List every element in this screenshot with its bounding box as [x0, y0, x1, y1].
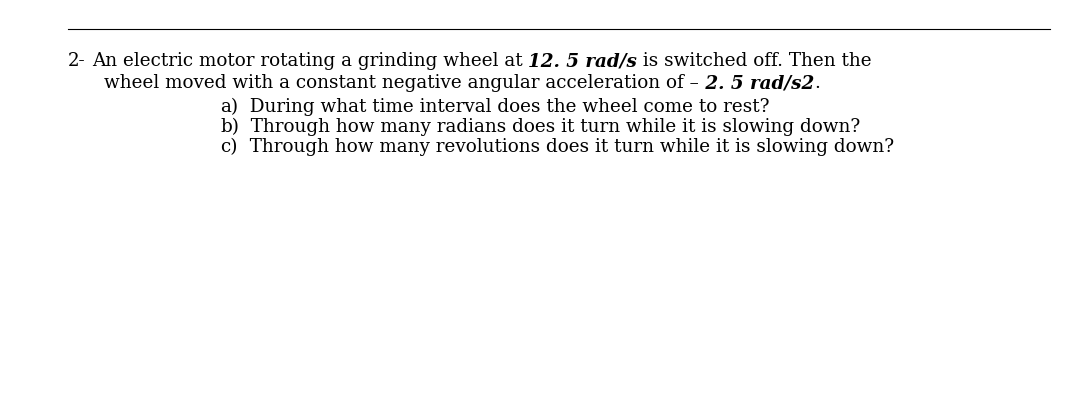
- Text: b): b): [220, 118, 239, 136]
- Text: 2-: 2-: [68, 52, 85, 70]
- Text: Through how many revolutions does it turn while it is slowing down?: Through how many revolutions does it tur…: [238, 138, 893, 156]
- Text: 2. 5 rad/s2: 2. 5 rad/s2: [699, 74, 814, 92]
- Text: a): a): [220, 98, 238, 116]
- Text: c): c): [220, 138, 238, 156]
- Text: Through how many radians does it turn while it is slowing down?: Through how many radians does it turn wh…: [239, 118, 861, 136]
- Text: is switched off. Then the: is switched off. Then the: [637, 52, 872, 70]
- Text: 12. 5 rad/s: 12. 5 rad/s: [528, 52, 637, 70]
- Text: An electric motor rotating a grinding wheel at: An electric motor rotating a grinding wh…: [92, 52, 528, 70]
- Text: wheel moved with a constant negative angular acceleration of –: wheel moved with a constant negative ang…: [104, 74, 699, 92]
- Text: During what time interval does the wheel come to rest?: During what time interval does the wheel…: [238, 98, 770, 116]
- Text: .: .: [814, 74, 820, 92]
